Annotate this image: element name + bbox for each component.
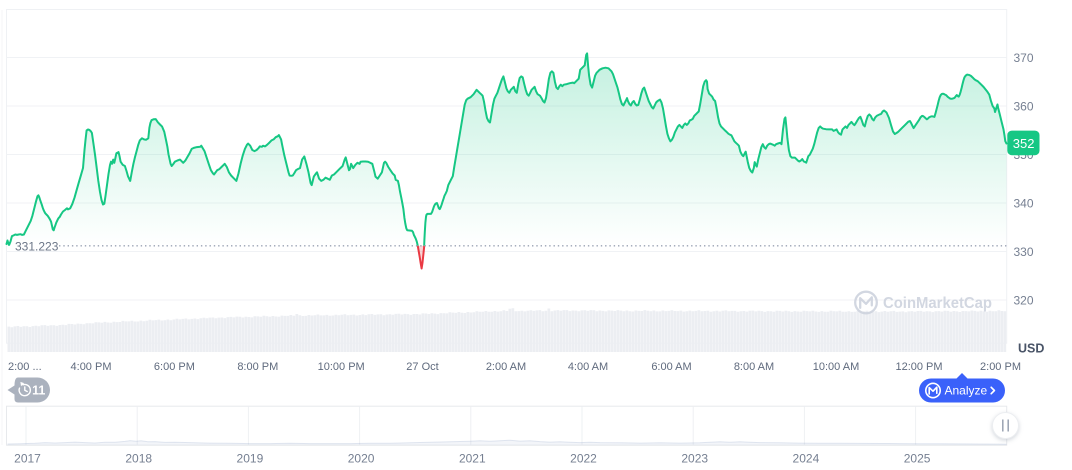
svg-text:27 Oct: 27 Oct bbox=[406, 361, 438, 373]
svg-text:11: 11 bbox=[32, 384, 45, 398]
svg-text:360: 360 bbox=[1014, 100, 1034, 114]
svg-text:8:00 PM: 8:00 PM bbox=[237, 361, 278, 373]
svg-text:6:00 PM: 6:00 PM bbox=[154, 361, 195, 373]
svg-text:USD: USD bbox=[1018, 342, 1044, 356]
svg-text:331.223: 331.223 bbox=[15, 239, 59, 253]
svg-text:2025: 2025 bbox=[904, 452, 931, 466]
svg-text:2018: 2018 bbox=[125, 452, 152, 466]
svg-text:330: 330 bbox=[1014, 245, 1034, 259]
svg-text:320: 320 bbox=[1014, 294, 1034, 308]
svg-text:2024: 2024 bbox=[793, 452, 820, 466]
svg-text:352: 352 bbox=[1013, 136, 1035, 151]
svg-text:2019: 2019 bbox=[237, 452, 264, 466]
svg-text:10:00 PM: 10:00 PM bbox=[318, 361, 365, 373]
svg-text:2017: 2017 bbox=[14, 452, 41, 466]
svg-text:2:00 AM: 2:00 AM bbox=[486, 361, 526, 373]
svg-text:2:00 PM: 2:00 PM bbox=[980, 361, 1021, 373]
svg-text:6:00 AM: 6:00 AM bbox=[651, 361, 691, 373]
svg-text:2021: 2021 bbox=[459, 452, 486, 466]
svg-text:10:00 AM: 10:00 AM bbox=[813, 361, 859, 373]
svg-text:12:00 PM: 12:00 PM bbox=[895, 361, 942, 373]
svg-text:340: 340 bbox=[1014, 197, 1034, 211]
svg-text:CoinMarketCap: CoinMarketCap bbox=[883, 295, 992, 312]
svg-text:2023: 2023 bbox=[681, 452, 708, 466]
svg-text:370: 370 bbox=[1014, 51, 1034, 65]
svg-text:4:00 PM: 4:00 PM bbox=[71, 361, 112, 373]
svg-text:8:00 AM: 8:00 AM bbox=[734, 361, 774, 373]
svg-text:2022: 2022 bbox=[570, 452, 597, 466]
svg-text:2:00 ...: 2:00 ... bbox=[8, 361, 42, 373]
svg-text:4:00 AM: 4:00 AM bbox=[568, 361, 608, 373]
svg-text:2020: 2020 bbox=[348, 452, 375, 466]
svg-text:Analyze: Analyze bbox=[945, 384, 988, 398]
